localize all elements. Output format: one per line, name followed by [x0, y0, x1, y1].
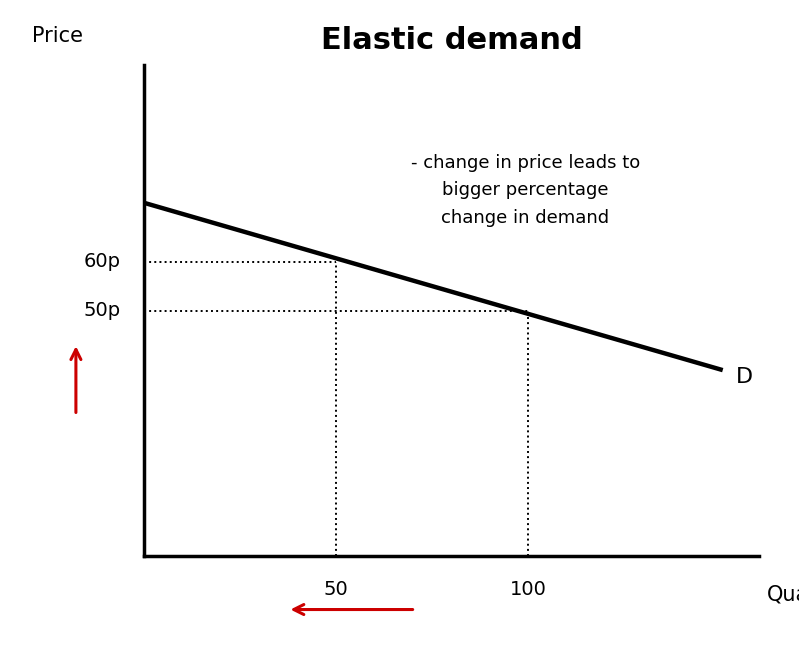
Text: 60p: 60p [84, 252, 121, 271]
Text: 50: 50 [324, 581, 348, 600]
Text: Price: Price [32, 26, 83, 46]
Text: 50p: 50p [84, 301, 121, 320]
Text: - change in price leads to
bigger percentage
change in demand: - change in price leads to bigger percen… [411, 154, 640, 228]
Text: D: D [736, 367, 753, 387]
Text: Quantity: Quantity [767, 585, 799, 606]
Text: 100: 100 [510, 581, 547, 600]
Title: Elastic demand: Elastic demand [320, 26, 582, 55]
